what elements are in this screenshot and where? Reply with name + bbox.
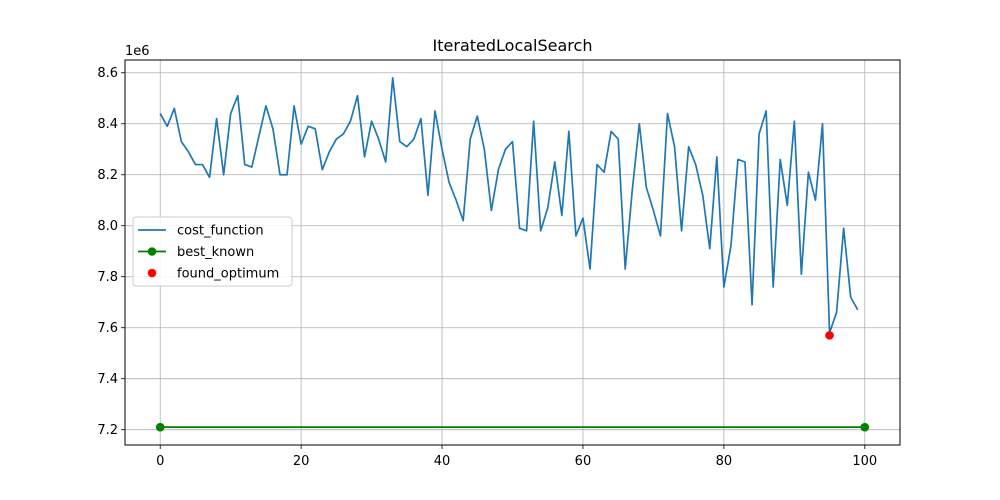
cost-function-line — [159, 76, 859, 334]
x-tick-label: 60 — [575, 454, 592, 469]
legend-marker-best-known — [147, 247, 157, 256]
y-tick-label: 7.6 — [97, 321, 118, 336]
x-tick-label: 0 — [156, 454, 164, 469]
y-tick-label: 7.4 — [97, 372, 118, 387]
y-offset-label: 1e6 — [125, 44, 150, 59]
y-tick-label: 7.2 — [97, 423, 118, 438]
series-layer — [155, 76, 870, 432]
axis-ticks: 0 20 40 60 80 100 7.2 7.4 7.6 7.8 8.0 8.2 8.4 8.6 — [97, 66, 877, 469]
best-known-marker — [155, 422, 165, 432]
legend-label-cost-function: cost_function — [177, 224, 264, 239]
found-optimum-marker — [825, 331, 834, 340]
x-tick-label: 20 — [293, 454, 310, 469]
y-tick-label: 8.4 — [97, 117, 118, 132]
best-known-marker — [860, 422, 870, 432]
legend-label-best-known: best_known — [177, 245, 254, 260]
legend-label-found-optimum: found_optimum — [177, 267, 279, 282]
y-tick-label: 8.6 — [97, 66, 118, 81]
x-tick-label: 80 — [716, 454, 733, 469]
chart-title: IteratedLocalSearch — [433, 36, 593, 55]
legend-box — [132, 216, 293, 287]
legend: cost_function best_known found_optimum — [132, 216, 293, 287]
y-tick-label: 8.0 — [97, 219, 118, 234]
y-tick-label: 7.8 — [97, 270, 118, 285]
y-tick-label: 8.2 — [97, 168, 118, 183]
plot-frame — [124, 59, 901, 446]
x-tick-label: 100 — [852, 454, 877, 469]
legend-marker-found-optimum — [147, 268, 157, 278]
x-tick-label: 40 — [434, 454, 451, 469]
